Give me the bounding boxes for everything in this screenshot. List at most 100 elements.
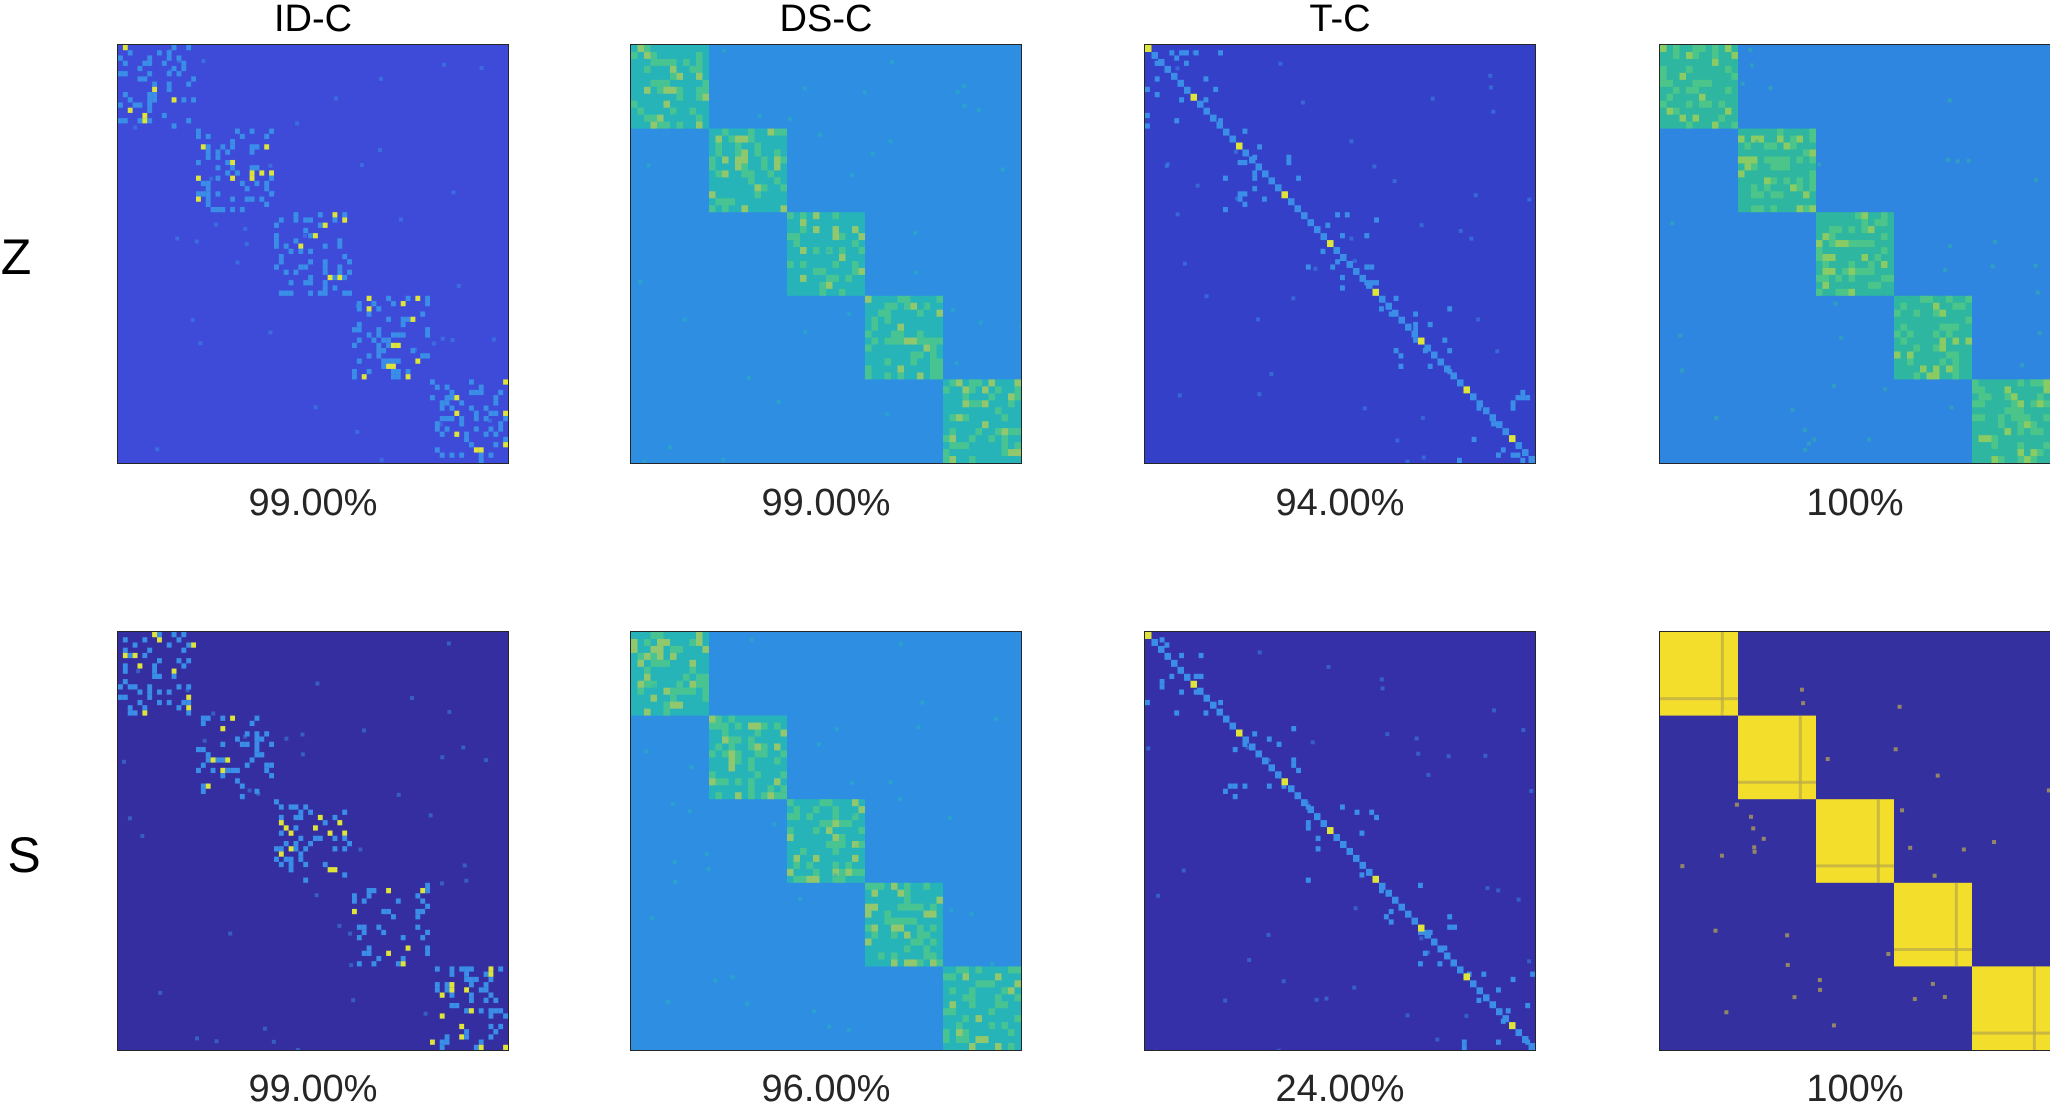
heatmap-cell bbox=[230, 716, 235, 721]
heatmap-cell bbox=[989, 980, 996, 987]
heatmap-cell bbox=[250, 144, 255, 149]
heatmap-cell bbox=[469, 406, 474, 411]
heatmap-speck bbox=[853, 847, 857, 851]
heatmap-speck bbox=[1529, 789, 1533, 793]
heatmap-cell bbox=[781, 730, 788, 737]
heatmap-cell bbox=[255, 144, 260, 149]
heatmap-cell bbox=[367, 306, 372, 311]
heatmap-speck bbox=[1426, 773, 1430, 777]
heatmap-speck bbox=[461, 745, 465, 749]
heatmap-cell bbox=[1725, 108, 1732, 115]
heatmap-cell bbox=[498, 1008, 503, 1013]
heatmap-speck bbox=[410, 696, 414, 700]
heatmap-cell bbox=[152, 82, 157, 87]
heatmap-cell bbox=[709, 191, 716, 198]
heatmap-cell bbox=[503, 379, 508, 384]
heatmap-cell bbox=[191, 76, 196, 81]
heatmap-cell bbox=[1868, 268, 1875, 275]
heatmap-cell bbox=[1015, 379, 1022, 386]
heatmap-cell bbox=[250, 176, 255, 181]
heatmap-cell bbox=[761, 184, 768, 191]
heatmap-cell bbox=[2005, 386, 2012, 393]
heatmap-cell bbox=[1849, 226, 1856, 233]
heatmap-cell bbox=[1797, 136, 1804, 143]
heatmap-cell bbox=[1953, 338, 1960, 345]
heatmap-speck bbox=[268, 330, 272, 334]
heatmap-diagonal-cell bbox=[1438, 946, 1445, 953]
heatmap-speck bbox=[1775, 763, 1779, 767]
heatmap-cell bbox=[898, 925, 905, 932]
heatmap-cell bbox=[1972, 414, 1979, 421]
heatmap-cell bbox=[904, 946, 911, 953]
heatmap-cell bbox=[1335, 212, 1340, 217]
column-title-id-c: ID-C bbox=[117, 0, 509, 41]
heatmap-cell bbox=[1745, 143, 1752, 150]
heatmap-cell bbox=[729, 743, 736, 750]
heatmap-cell bbox=[839, 247, 846, 254]
heatmap-speck bbox=[847, 312, 851, 316]
heatmap-speck bbox=[1895, 887, 1899, 891]
heatmap-speck bbox=[263, 1027, 267, 1031]
heatmap-cell bbox=[489, 453, 494, 458]
heatmap-cell bbox=[969, 994, 976, 1001]
heatmap-speck bbox=[1277, 1049, 1281, 1050]
heatmap-speck bbox=[1426, 931, 1430, 935]
heatmap-cell bbox=[464, 437, 469, 442]
heatmap-cell bbox=[865, 296, 872, 303]
heatmap-cell bbox=[1686, 101, 1693, 108]
heatmap-cell bbox=[133, 642, 138, 647]
heatmap-cell bbox=[279, 804, 284, 809]
heatmap-cell bbox=[1316, 846, 1321, 851]
heatmap-cell bbox=[1233, 794, 1238, 799]
heatmap-speck bbox=[1748, 48, 1752, 52]
heatmap-diagonal-cell bbox=[1405, 911, 1412, 918]
heatmap-cell bbox=[911, 359, 918, 366]
heatmap-speck bbox=[464, 879, 468, 883]
heatmap-cell bbox=[396, 343, 401, 348]
heatmap-cell bbox=[1525, 1003, 1530, 1008]
heatmap-speck bbox=[1372, 165, 1376, 169]
heatmap-cell bbox=[1699, 45, 1706, 52]
heatmap-diagonal-cell bbox=[1282, 191, 1289, 198]
heatmap-cell bbox=[333, 212, 338, 217]
heatmap-cell bbox=[298, 264, 303, 269]
heatmap-cell bbox=[240, 207, 245, 212]
heatmap-cell bbox=[1849, 240, 1856, 247]
heatmap-cell bbox=[1790, 136, 1797, 143]
heatmap-cell bbox=[1771, 177, 1778, 184]
heatmap-cell bbox=[956, 1022, 963, 1029]
heatmap-cell bbox=[1829, 233, 1836, 240]
heatmap-cell bbox=[1262, 197, 1267, 202]
heatmap-cell bbox=[670, 87, 677, 94]
heatmap-cell bbox=[1784, 143, 1791, 150]
heatmap-cell bbox=[735, 143, 742, 150]
heatmap-cell bbox=[186, 695, 191, 700]
heatmap-speck bbox=[673, 860, 677, 864]
heatmap-cell bbox=[1673, 87, 1680, 94]
heatmap-speck bbox=[1750, 63, 1754, 67]
heatmap-cell bbox=[1477, 998, 1482, 1003]
heatmap-speck bbox=[1491, 110, 1495, 114]
heatmap-cell bbox=[930, 352, 937, 359]
heatmap-cell bbox=[177, 637, 182, 642]
heatmap-cell bbox=[995, 386, 1002, 393]
heatmap-cell bbox=[284, 857, 289, 862]
heatmap-speck bbox=[1700, 61, 1704, 65]
heatmap-s-ds-c bbox=[630, 631, 1022, 1051]
heatmap-cell bbox=[748, 778, 755, 785]
heatmap-cell bbox=[1233, 747, 1238, 752]
heatmap-cell bbox=[820, 289, 827, 296]
heatmap-cell bbox=[950, 1001, 957, 1008]
heatmap-cell bbox=[943, 1029, 950, 1036]
heatmap-cell bbox=[1738, 156, 1745, 163]
heatmap-cell bbox=[337, 264, 342, 269]
heatmap-cell bbox=[813, 226, 820, 233]
heatmap-cell bbox=[1667, 80, 1674, 87]
heatmap-speck bbox=[378, 148, 382, 152]
heatmap-speck bbox=[847, 1028, 851, 1032]
heatmap-diagonal-cell bbox=[1529, 1043, 1536, 1050]
heatmap-cell bbox=[1002, 428, 1009, 435]
heatmap-cell bbox=[503, 437, 508, 442]
heatmap-cell bbox=[1516, 395, 1521, 400]
heatmap-s-id-c bbox=[117, 631, 509, 1051]
